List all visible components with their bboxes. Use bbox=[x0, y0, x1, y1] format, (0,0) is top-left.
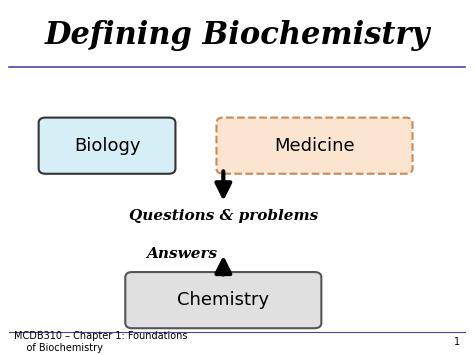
Text: 1: 1 bbox=[454, 337, 460, 347]
FancyBboxPatch shape bbox=[39, 118, 175, 174]
FancyBboxPatch shape bbox=[125, 272, 321, 328]
Text: Chemistry: Chemistry bbox=[177, 291, 269, 309]
Text: Defining Biochemistry: Defining Biochemistry bbox=[44, 20, 430, 51]
Text: Questions & problems: Questions & problems bbox=[129, 209, 318, 223]
FancyBboxPatch shape bbox=[217, 118, 412, 174]
Text: Biology: Biology bbox=[74, 137, 140, 155]
Text: MCDB310 – Chapter 1: Foundations
    of Biochemistry: MCDB310 – Chapter 1: Foundations of Bioc… bbox=[14, 332, 187, 353]
Text: Answers: Answers bbox=[146, 247, 217, 262]
Text: Medicine: Medicine bbox=[274, 137, 355, 155]
